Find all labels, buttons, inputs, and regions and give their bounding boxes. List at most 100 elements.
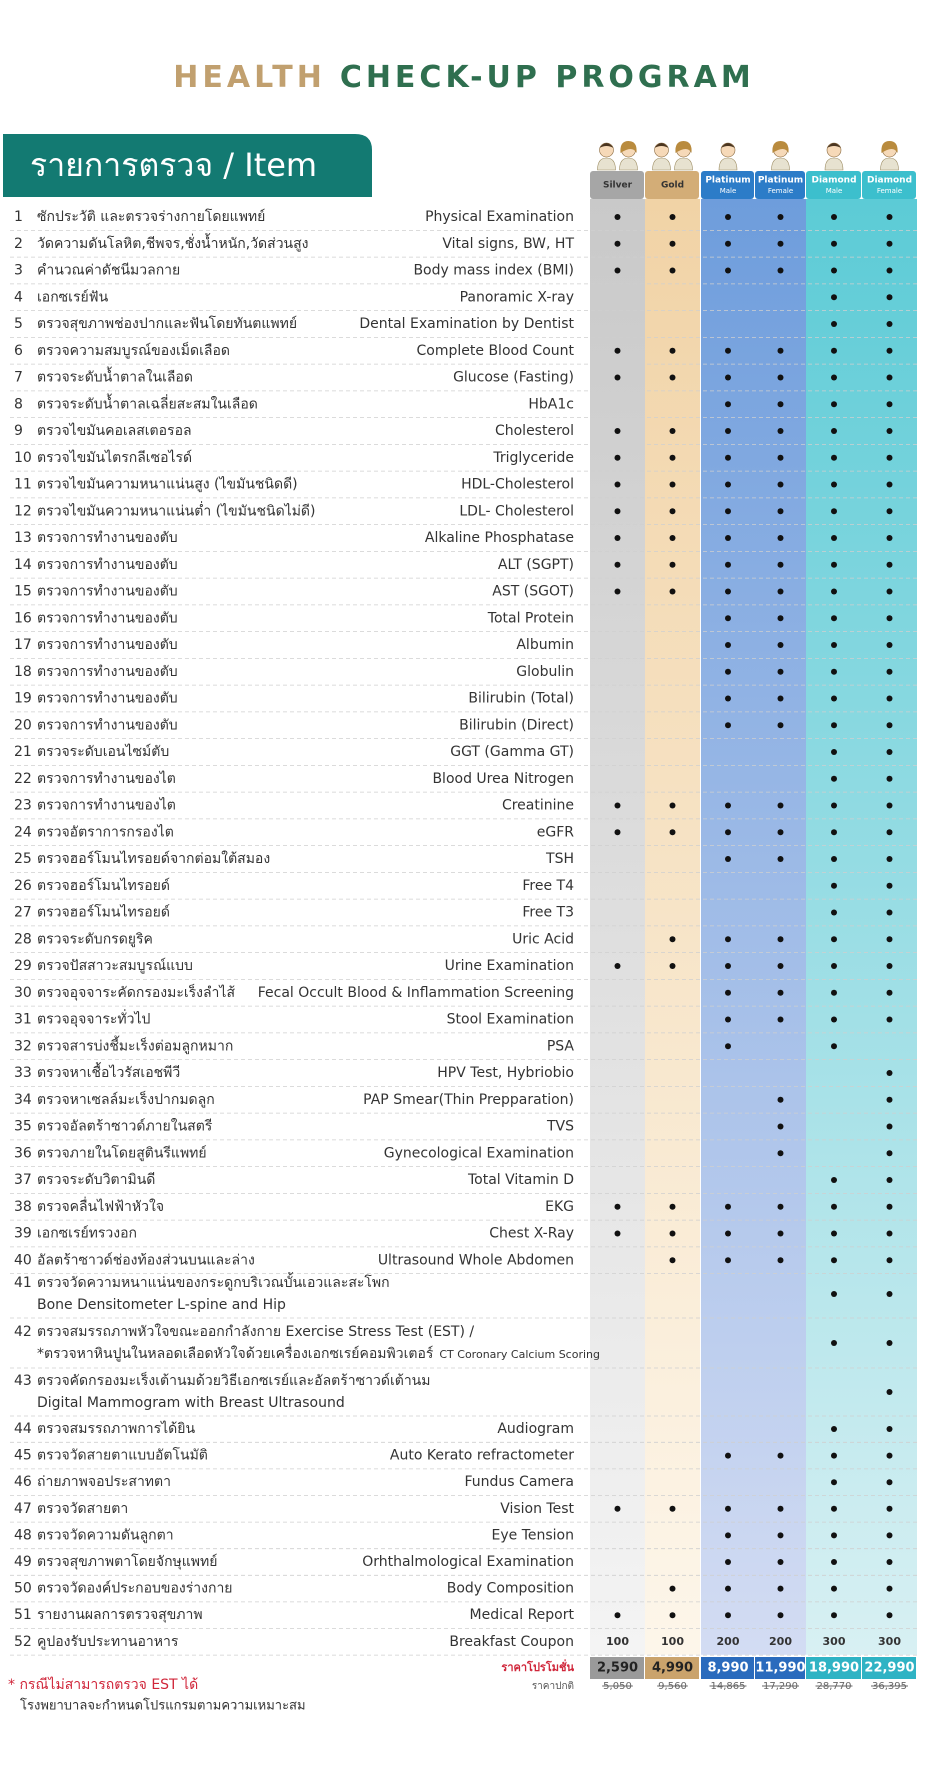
package-name: Silver bbox=[603, 181, 633, 191]
item-th: ถ่ายภาพจอประสาทตา bbox=[37, 1474, 171, 1490]
check-dot bbox=[725, 989, 731, 996]
item-th: ตรวจไขมันความหนาแน่นต่ำ (ไขมันชนิดไม่ดี) bbox=[37, 501, 316, 519]
column-bg bbox=[806, 199, 862, 1655]
check-dot bbox=[725, 347, 731, 354]
promo-price: 2,590 bbox=[597, 1661, 638, 1676]
footnote-line1: * กรณีไม่สามารถตรวจ EST ได้ bbox=[8, 1676, 198, 1693]
item-en: TVS bbox=[546, 1119, 574, 1135]
check-dot bbox=[831, 1291, 837, 1297]
check-dot bbox=[777, 936, 784, 943]
item-en: HDL-Cholesterol bbox=[461, 477, 574, 493]
item-en: Total Vitamin D bbox=[467, 1172, 574, 1188]
column-bg bbox=[701, 199, 755, 1655]
check-dot bbox=[777, 695, 784, 702]
check-dot bbox=[725, 481, 731, 488]
item-no: 45 bbox=[14, 1448, 32, 1464]
check-dot bbox=[777, 1505, 784, 1512]
item-en: Total Protein bbox=[487, 610, 574, 626]
check-dot bbox=[831, 749, 837, 755]
item-no: 42 bbox=[14, 1324, 32, 1340]
check-dot bbox=[725, 695, 731, 702]
check-dot bbox=[831, 535, 837, 541]
column-header bbox=[862, 171, 916, 199]
check-dot bbox=[669, 1230, 676, 1237]
check-dot bbox=[886, 1291, 893, 1297]
check-dot bbox=[669, 347, 676, 354]
item-no: 46 bbox=[14, 1474, 32, 1490]
person-body bbox=[674, 157, 693, 171]
item-no: 6 bbox=[14, 343, 23, 359]
check-dot bbox=[831, 989, 837, 996]
item-th: อัลตร้าซาวด์ช่องท้องส่วนบนและล่าง bbox=[37, 1251, 255, 1268]
check-dot bbox=[831, 214, 837, 220]
package-sub: Male bbox=[826, 187, 843, 195]
item-th: ตรวจวัดสายตาแบบอัตโนมัติ bbox=[37, 1447, 208, 1464]
item-en: Chest X-Ray bbox=[489, 1226, 574, 1242]
check-dot bbox=[725, 267, 731, 274]
check-dot bbox=[886, 1257, 893, 1264]
check-dot bbox=[777, 535, 784, 541]
item-th: ตรวจอุจจาระคัดกรองมะเร็งลำไส้ bbox=[37, 983, 235, 1001]
item-no: 30 bbox=[14, 985, 32, 1001]
item-th: ตรวจการทำงานของตับ bbox=[37, 691, 178, 707]
check-dot bbox=[777, 1532, 784, 1539]
item-no: 16 bbox=[14, 610, 32, 626]
item-en: Physical Examination bbox=[425, 209, 574, 225]
check-dot bbox=[614, 267, 621, 274]
check-dot bbox=[669, 535, 676, 541]
check-dot bbox=[831, 1257, 837, 1264]
check-dot bbox=[725, 454, 731, 461]
check-dot bbox=[886, 374, 893, 381]
check-dot bbox=[777, 856, 784, 862]
person-hair bbox=[827, 143, 841, 148]
check-dot bbox=[886, 749, 893, 755]
check-dot bbox=[777, 615, 784, 622]
person-hair bbox=[772, 141, 789, 153]
check-dot bbox=[886, 936, 893, 943]
check-dot bbox=[614, 829, 621, 836]
item-th: คำนวณค่าดัชนีมวลกาย bbox=[37, 263, 180, 279]
item-no: 34 bbox=[14, 1092, 32, 1108]
check-dot bbox=[831, 668, 837, 675]
item-no: 1 bbox=[14, 209, 23, 225]
check-dot bbox=[886, 909, 893, 916]
check-dot bbox=[886, 1070, 893, 1076]
item-th: ตรวจการทำงานของตับ bbox=[37, 584, 178, 600]
check-dot bbox=[777, 722, 784, 729]
check-dot bbox=[831, 481, 837, 488]
item-line: Digital Mammogram with Breast Ultrasound bbox=[37, 1395, 345, 1411]
item-line: *ตรวจหาหินปูนในหลอดเลือดหัวใจด้วยเครื่อง… bbox=[37, 1344, 434, 1362]
item-en: HbA1c bbox=[528, 396, 574, 412]
item-th: ตรวจฮอร์โมนไทรอยด์จากต่อมใต้สมอง bbox=[37, 850, 270, 867]
check-dot bbox=[777, 1612, 784, 1619]
package-name: Diamond bbox=[867, 176, 912, 186]
check-dot bbox=[777, 561, 784, 568]
item-en: GGT (Gamma GT) bbox=[450, 744, 574, 760]
person-hair bbox=[620, 141, 637, 153]
item-value: 300 bbox=[878, 1635, 901, 1648]
check-dot bbox=[886, 214, 893, 220]
check-dot bbox=[669, 936, 676, 943]
item-en: Body mass index (BMI) bbox=[413, 263, 574, 279]
check-dot bbox=[831, 374, 837, 381]
item-no: 10 bbox=[14, 450, 32, 466]
check-dot bbox=[725, 1559, 731, 1565]
check-dot bbox=[886, 722, 893, 729]
item-en: Cholesterol bbox=[495, 423, 574, 439]
check-dot bbox=[831, 588, 837, 595]
check-dot bbox=[614, 481, 621, 488]
check-dot bbox=[777, 1096, 784, 1103]
check-dot bbox=[886, 1585, 893, 1592]
check-dot bbox=[831, 1230, 837, 1237]
item-th: ตรวจการทำงานของไต bbox=[37, 770, 176, 787]
check-dot bbox=[725, 1612, 731, 1619]
promo-price: 4,990 bbox=[652, 1661, 693, 1676]
check-dot bbox=[831, 508, 837, 515]
check-dot bbox=[777, 401, 784, 408]
check-dot bbox=[886, 1389, 893, 1395]
check-dot bbox=[886, 347, 893, 354]
check-dot bbox=[777, 989, 784, 996]
check-dot bbox=[831, 401, 837, 408]
check-dot bbox=[777, 588, 784, 595]
check-dot bbox=[725, 856, 731, 862]
